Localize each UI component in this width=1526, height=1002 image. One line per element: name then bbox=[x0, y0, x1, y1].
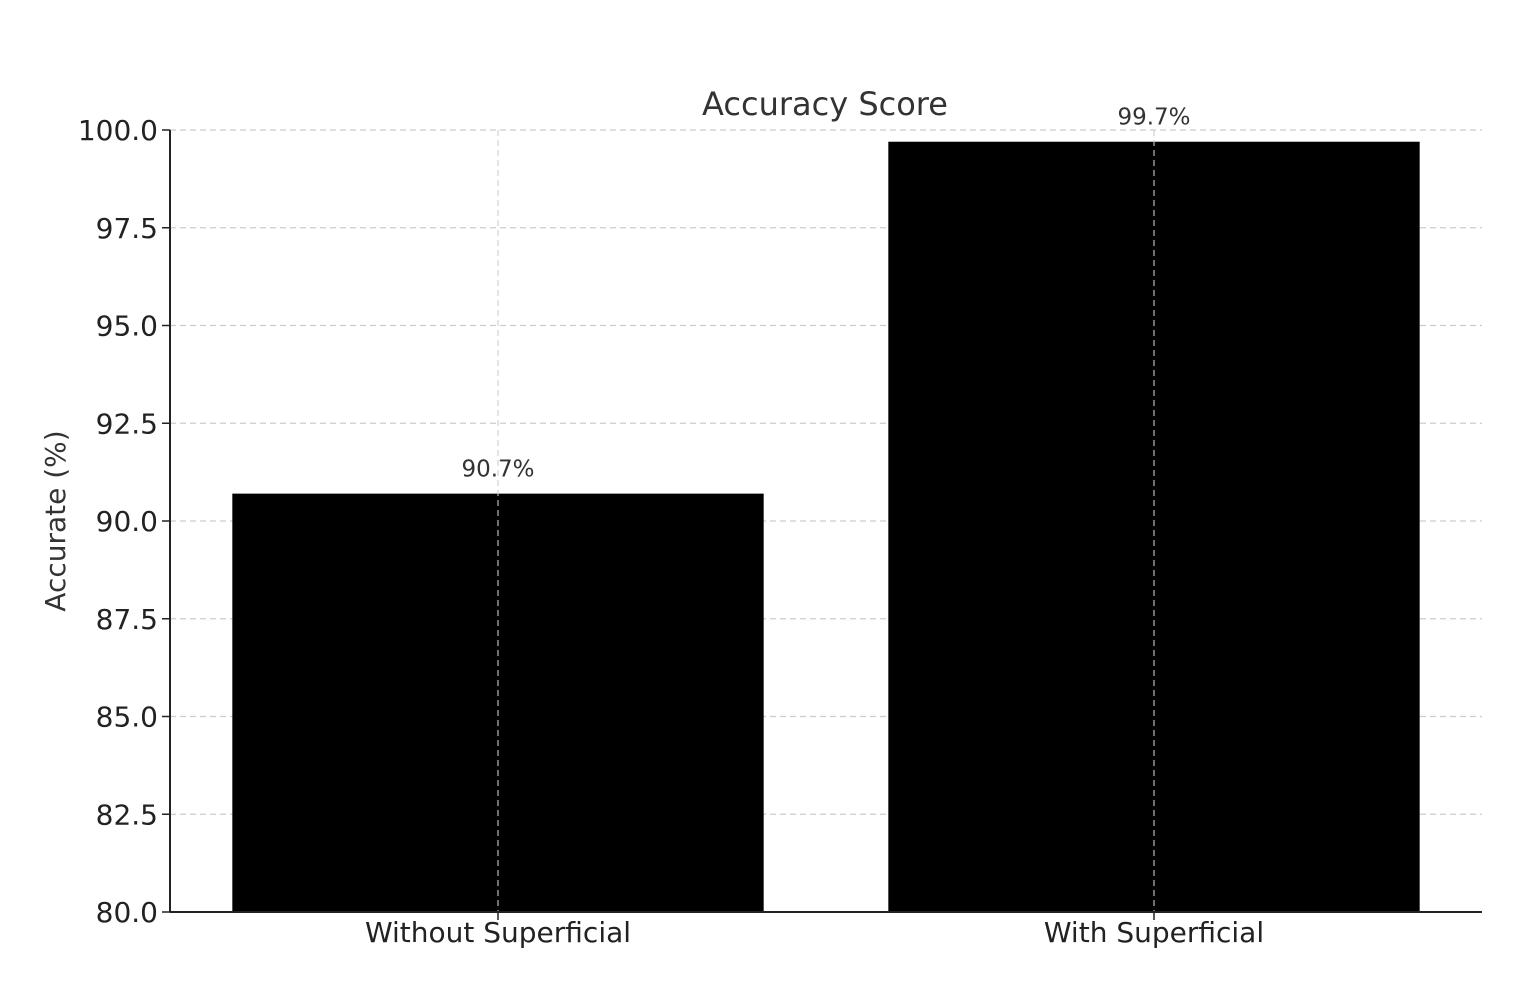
bar-value-label: 99.7% bbox=[1117, 105, 1190, 131]
axes bbox=[162, 129, 1482, 920]
bars bbox=[232, 141, 1420, 913]
x-category-labels: Without Superficial With Superficial bbox=[365, 916, 1264, 949]
bar-data-labels: 90.7% 99.7% bbox=[461, 105, 1190, 483]
x-category-label: Without Superficial bbox=[365, 916, 631, 949]
y-tick-label: 80.0 bbox=[96, 896, 158, 929]
y-tick-label: 85.0 bbox=[96, 701, 158, 734]
bar bbox=[888, 141, 1420, 913]
y-tick-label: 92.5 bbox=[96, 407, 158, 440]
y-axis-label: Accurate (%) bbox=[39, 430, 72, 611]
y-tick-label: 87.5 bbox=[96, 603, 158, 636]
vertical-grid-lines bbox=[497, 130, 1155, 912]
chart-title: Accuracy Score bbox=[702, 85, 948, 123]
y-tick-label: 95.0 bbox=[96, 310, 158, 343]
y-tick-label: 100.0 bbox=[78, 114, 158, 147]
y-tick-label: 82.5 bbox=[96, 798, 158, 831]
bar-value-label: 90.7% bbox=[461, 457, 534, 483]
y-tick-labels: 80.0 82.5 85.0 87.5 90.0 92.5 95.0 97.5 100.0 bbox=[78, 114, 158, 929]
x-category-label: With Superficial bbox=[1044, 916, 1264, 949]
y-tick-label: 90.0 bbox=[96, 505, 158, 538]
y-tick-label: 97.5 bbox=[96, 212, 158, 245]
